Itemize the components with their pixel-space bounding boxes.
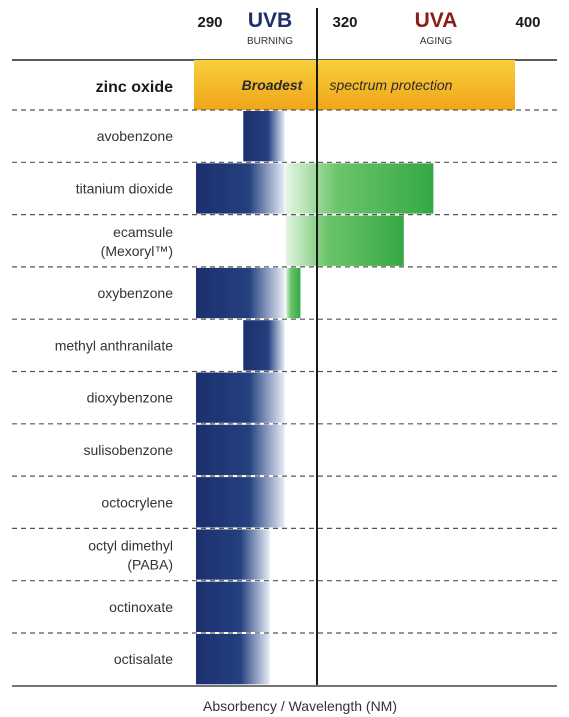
category-label-sulisobenzone: sulisobenzone (83, 442, 173, 458)
category-label-ecamsule: ecamsule (Mexoryl™) (101, 224, 174, 259)
category-label-octocrylene: octocrylene (101, 494, 173, 510)
tick-label-320: 320 (332, 14, 357, 31)
category-label-avobenzone: avobenzone (97, 128, 174, 144)
uvb-bar-dioxybenzone (196, 372, 285, 423)
category-label-dioxybenzone: dioxybenzone (87, 390, 174, 406)
category-label-titanium-dioxide: titanium dioxide (76, 180, 173, 196)
uvb-bar-octinoxate (196, 581, 270, 632)
bars-group (196, 111, 434, 685)
uvb-bar-titanium-dioxide (196, 163, 285, 214)
zinc-oxide-label: zinc oxide (96, 79, 173, 96)
uva-bar-oxybenzone (285, 267, 301, 319)
category-label-octisalate: octisalate (114, 651, 173, 667)
zinc-oxide-band (194, 60, 515, 110)
uva-bar-ecamsule (285, 215, 404, 266)
uvb-bar-octisalate (196, 634, 270, 685)
uvb-region-label: UVB (248, 9, 292, 32)
row-dividers (12, 109, 557, 634)
category-label-methyl-anthranilate: methyl anthranilate (55, 337, 174, 353)
uvb-region-sublabel: BURNING (247, 36, 293, 47)
zinc-oxide-text-right: spectrum protection (330, 77, 453, 93)
uvb-bar-octyl-dimethyl (196, 529, 270, 580)
uvb-bar-octocrylene (196, 477, 285, 528)
uvb-bar-sulisobenzone (196, 424, 285, 476)
uva-region-sublabel: AGING (420, 36, 452, 47)
zinc-oxide-text-left: Broadest (242, 77, 304, 93)
category-label-octinoxate: octinoxate (109, 599, 173, 615)
uvb-bar-oxybenzone (196, 267, 285, 319)
uva-bar-titanium-dioxide (285, 163, 434, 214)
uvb-bar-methyl-anthranilate (243, 320, 285, 371)
category-label-octyl-dimethyl: octyl dimethyl (PABA) (88, 538, 173, 573)
category-label-oxybenzone: oxybenzone (97, 285, 173, 301)
tick-label-290: 290 (197, 14, 222, 31)
category-labels: avobenzone titanium dioxide ecamsule (Mexor… (55, 128, 174, 667)
tick-label-400: 400 (515, 14, 540, 31)
uva-region-label: UVA (415, 9, 458, 32)
uvb-bar-avobenzone (243, 111, 285, 162)
x-axis-label: Absorbency / Wavelength (NM) (203, 698, 397, 714)
